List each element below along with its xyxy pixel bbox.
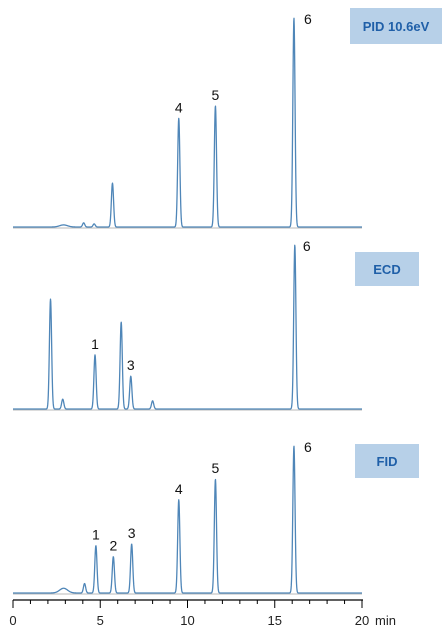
detector-badge [355,252,419,286]
x-tick-label: 15 [268,613,282,628]
peak-label: 4 [175,99,183,115]
x-tick-label: 0 [9,613,16,628]
x-tick-label: 10 [180,613,194,628]
peak-label: 3 [127,357,135,373]
peak-label: 6 [304,439,312,455]
panel-fid: 123 4 5 6 FID [12,439,419,595]
peak-label: 1 [92,527,100,543]
x-axis-unit: min [375,613,396,628]
peak-label: 2 [109,538,117,554]
peak-label: 5 [212,87,220,103]
peak-label: 5 [212,460,220,476]
chromatogram-trace [12,445,363,594]
detector-badge [355,444,419,478]
panel-ecd: 1 3 6 ECD [12,238,419,411]
peak-label: 6 [304,11,312,27]
detector-badge [350,8,442,44]
peak-label: 4 [175,481,183,497]
x-tick-label: 20 [355,613,369,628]
detector-label: FID [377,454,398,469]
detector-label: ECD [373,262,400,277]
peak-label: 1 [91,336,99,352]
x-tick-label: 5 [97,613,104,628]
chromatogram-trace [12,17,363,228]
panel-pid-10-6ev: 4 5 6 PID 10.6eV [12,8,442,229]
peak-label: 3 [128,525,136,541]
chromatogram-trace [12,244,363,410]
peak-label: 6 [303,238,311,254]
detector-label: PID 10.6eV [363,19,430,34]
